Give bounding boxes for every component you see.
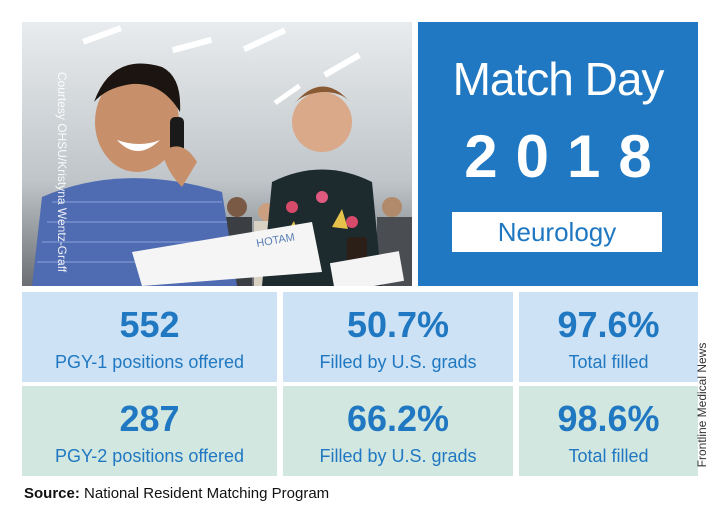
- title-year: 2018: [464, 123, 670, 190]
- stat-pgy1-positions: 552 PGY-1 positions offered: [22, 292, 277, 382]
- stat-pgy2-positions: 287 PGY-2 positions offered: [22, 386, 277, 476]
- photo-icon: HOTAM: [22, 22, 412, 286]
- source-note: Source: National Resident Matching Progr…: [24, 485, 329, 502]
- stat-pgy2-total: 98.6% Total filled: [519, 386, 698, 476]
- stat-label: Filled by U.S. grads: [319, 352, 477, 372]
- stat-pgy2-us-grads: 66.2% Filled by U.S. grads: [283, 386, 513, 476]
- title-match-day: Match Day: [452, 53, 665, 105]
- stat-label: PGY-1 positions offered: [54, 352, 245, 372]
- source-text: National Resident Matching Program: [84, 485, 330, 502]
- specialty-label: Neurology: [452, 212, 662, 252]
- photo: HOTAM Courtesy OHSU/Kristyna Wentz-Graff: [22, 22, 412, 286]
- side-credit: Frontline Medical News: [695, 342, 709, 468]
- stat-label: PGY-2 positions offered: [54, 446, 245, 466]
- source-label: Source:: [24, 485, 80, 502]
- stat-value: 97.6%: [557, 304, 660, 345]
- stat-label: Filled by U.S. grads: [319, 446, 477, 466]
- stat-pgy1-total: 97.6% Total filled: [519, 292, 698, 382]
- stat-value: 287: [119, 398, 180, 439]
- title-panel: Match Day 2018 Neurology: [418, 22, 698, 286]
- stat-pgy1-us-grads: 50.7% Filled by U.S. grads: [283, 292, 513, 382]
- stat-label: Total filled: [568, 446, 649, 466]
- photo-credit: Courtesy OHSU/Kristyna Wentz-Graff: [55, 71, 69, 273]
- stat-value: 552: [119, 304, 180, 345]
- stat-value: 66.2%: [346, 398, 450, 439]
- stat-label: Total filled: [568, 352, 649, 372]
- stat-value: 50.7%: [346, 304, 450, 345]
- stat-value: 98.6%: [557, 398, 660, 439]
